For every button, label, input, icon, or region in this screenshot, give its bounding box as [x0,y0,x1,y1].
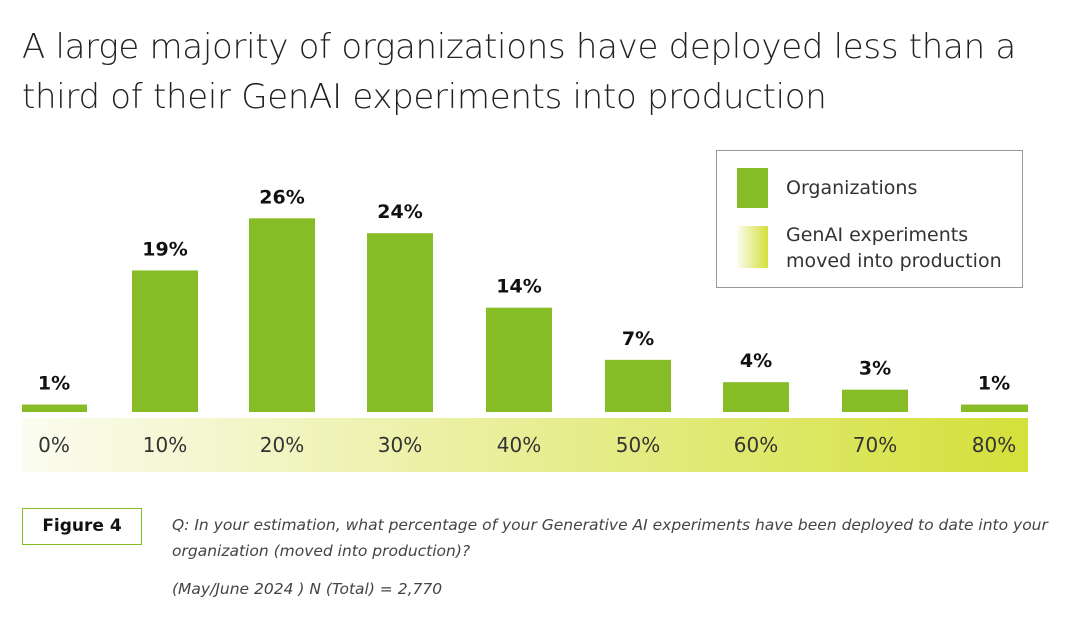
bar [367,233,433,412]
legend-label: GenAI experiments moved into production [786,224,1002,272]
bar [132,270,198,412]
data-label: 14% [496,276,541,298]
x-tick-label: 20% [260,433,304,457]
legend: Organizations GenAI experiments moved in… [716,150,1023,288]
legend-swatch [737,226,768,268]
source-note: (May/June 2024 ) N (Total) = 2,770 [172,580,443,598]
data-label: 4% [740,350,772,372]
bar [486,307,552,412]
x-tick-label: 50% [616,433,660,457]
x-tick-label: 40% [497,433,541,457]
legend-label: Organizations [786,177,918,199]
data-label: 19% [142,238,187,260]
question-note: Q: In your estimation, what percentage o… [172,516,1048,560]
bar [22,404,87,412]
x-tick-label: 70% [853,433,897,457]
data-label: 26% [259,186,304,208]
x-band [22,418,1028,472]
bar [605,359,671,412]
x-tick-label: 60% [734,433,778,457]
bar [961,404,1028,412]
data-label: 7% [622,328,654,350]
data-label: 24% [377,201,422,223]
data-label: 1% [978,373,1010,395]
chart-title: A large majority of organizations have d… [22,27,1016,117]
x-tick-label: 80% [972,433,1016,457]
data-label: 3% [859,358,891,380]
data-label: 1% [38,373,70,395]
x-tick-label: 30% [378,433,422,457]
figure-label: Figure 4 [22,508,142,545]
x-tick-label: 0% [38,433,70,457]
bar [842,389,908,412]
bar [249,218,315,412]
x-tick-label: 10% [143,433,187,457]
legend-swatch [737,168,768,208]
bar [723,382,789,412]
